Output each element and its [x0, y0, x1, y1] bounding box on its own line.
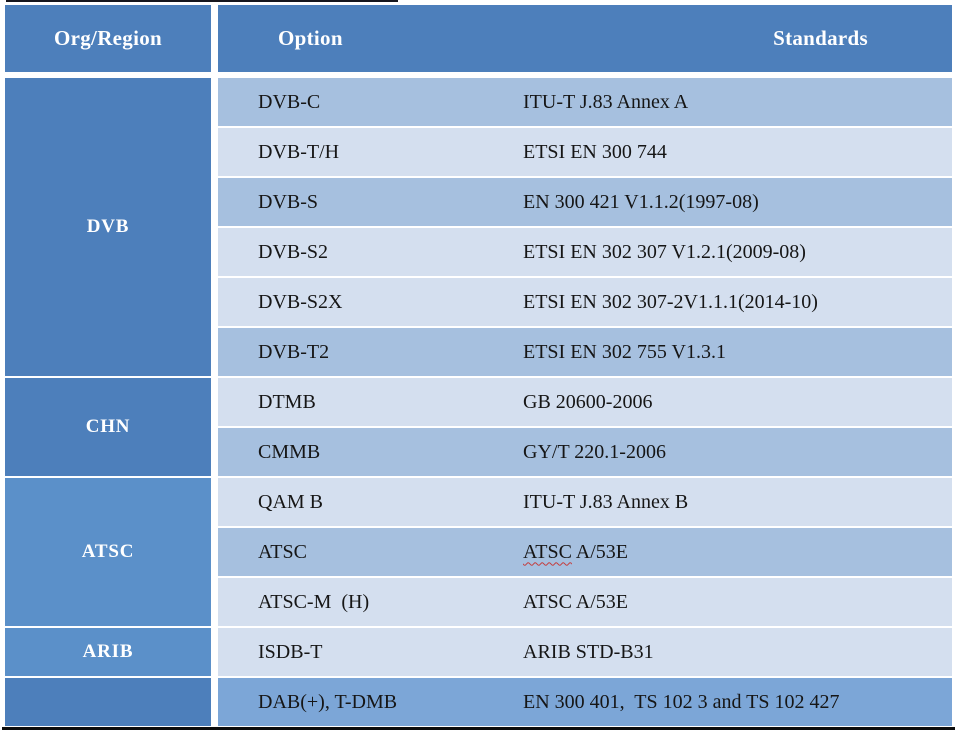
org-group-cell: DVB	[5, 78, 211, 376]
table-row: DVB-C ITU-T J.83 Annex A	[218, 78, 952, 126]
org-column: DVB CHN ATSC ARIB	[5, 78, 211, 726]
rows-column: DVB-C ITU-T J.83 Annex A DVB-T/H ETSI EN 30…	[218, 78, 952, 726]
standard-cell: GB 20600-2006	[523, 390, 653, 413]
standard-cell: GY/T 220.1-2006	[523, 440, 666, 463]
table-row: DAB(+), T-DMB EN 300 401, TS 102 3 and TS…	[218, 678, 952, 726]
org-group-label: ARIB	[82, 641, 134, 662]
table-body: DVB CHN ATSC ARIB DVB-C ITU-T J.83 Annex A DV…	[5, 78, 952, 726]
header-standards: Standards	[773, 26, 868, 50]
org-group-cell	[5, 678, 211, 726]
standard-cell: EN 300 401, TS 102 3 and TS 102 427	[523, 690, 840, 713]
option-cell: ATSC-M (H)	[258, 590, 370, 613]
standard-cell: ETSI EN 300 744	[523, 140, 667, 163]
option-cell: QAM B	[258, 490, 324, 513]
option-cell: DTMB	[258, 390, 316, 413]
table-row: ATSC ATSC A/53E	[218, 528, 952, 576]
option-cell: CMMB	[258, 440, 321, 463]
spellcheck-underlined-word: ATSC	[523, 540, 572, 563]
table-row: QAM B ITU-T J.83 Annex B	[218, 478, 952, 526]
standard-cell: ETSI EN 302 307 V1.2.1(2009-08)	[523, 240, 806, 263]
org-group-cell: ARIB	[5, 628, 211, 676]
table-row: DVB-S2X ETSI EN 302 307-2V1.1.1(2014-10)	[218, 278, 952, 326]
option-cell: DVB-S2X	[258, 290, 343, 313]
org-group-cell: CHN	[5, 378, 211, 476]
standard-cell: ATSC A/53E	[523, 590, 629, 613]
standard-cell: ETSI EN 302 755 V1.3.1	[523, 340, 726, 363]
table-row: ATSC-M (H) ATSC A/53E	[218, 578, 952, 626]
standard-cell: EN 300 421 V1.1.2(1997-08)	[523, 190, 759, 213]
standard-text: A/53E	[571, 540, 629, 563]
option-cell: DVB-T2	[258, 340, 330, 363]
standard-cell: ETSI EN 302 307-2V1.1.1(2014-10)	[523, 290, 818, 313]
option-cell: DAB(+), T-DMB	[258, 690, 398, 713]
bottom-border-line	[2, 727, 955, 730]
table-row: DVB-S2 ETSI EN 302 307 V1.2.1(2009-08)	[218, 228, 952, 276]
header-org-region: Org/Region	[5, 5, 211, 72]
option-cell: ATSC	[258, 540, 307, 563]
standard-cell: ARIB STD-B31	[523, 640, 654, 663]
standard-cell: ITU-T J.83 Annex B	[523, 490, 689, 513]
option-cell: DVB-C	[258, 90, 321, 113]
option-cell: DVB-S2	[258, 240, 329, 263]
table-row: DVB-T/H ETSI EN 300 744	[218, 128, 952, 176]
org-group-label: CHN	[85, 416, 131, 437]
option-cell: DVB-S	[258, 190, 319, 213]
standard-cell: ATSC A/53E	[523, 541, 952, 564]
header-option-standards: Option Standards	[218, 5, 952, 72]
table-row: DVB-S EN 300 421 V1.1.2(1997-08)	[218, 178, 952, 226]
option-cell: ISDB-T	[258, 640, 323, 663]
table-row: DTMB GB 20600-2006	[218, 378, 952, 426]
top-border-line	[6, 0, 398, 2]
standards-table: Org/Region Option Standards DVB CHN ATSC AR…	[5, 5, 952, 726]
standard-cell: ITU-T J.83 Annex A	[523, 90, 689, 113]
org-group-cell: ATSC	[5, 478, 211, 626]
header-option: Option	[278, 26, 343, 50]
table-row: DVB-T2 ETSI EN 302 755 V1.3.1	[218, 328, 952, 376]
org-group-label: DVB	[86, 216, 130, 237]
table-row: CMMB GY/T 220.1-2006	[218, 428, 952, 476]
option-cell: DVB-T/H	[258, 140, 340, 163]
org-group-label: ATSC	[81, 541, 135, 562]
table-row: ISDB-T ARIB STD-B31	[218, 628, 952, 676]
table-header: Org/Region Option Standards	[5, 5, 952, 72]
